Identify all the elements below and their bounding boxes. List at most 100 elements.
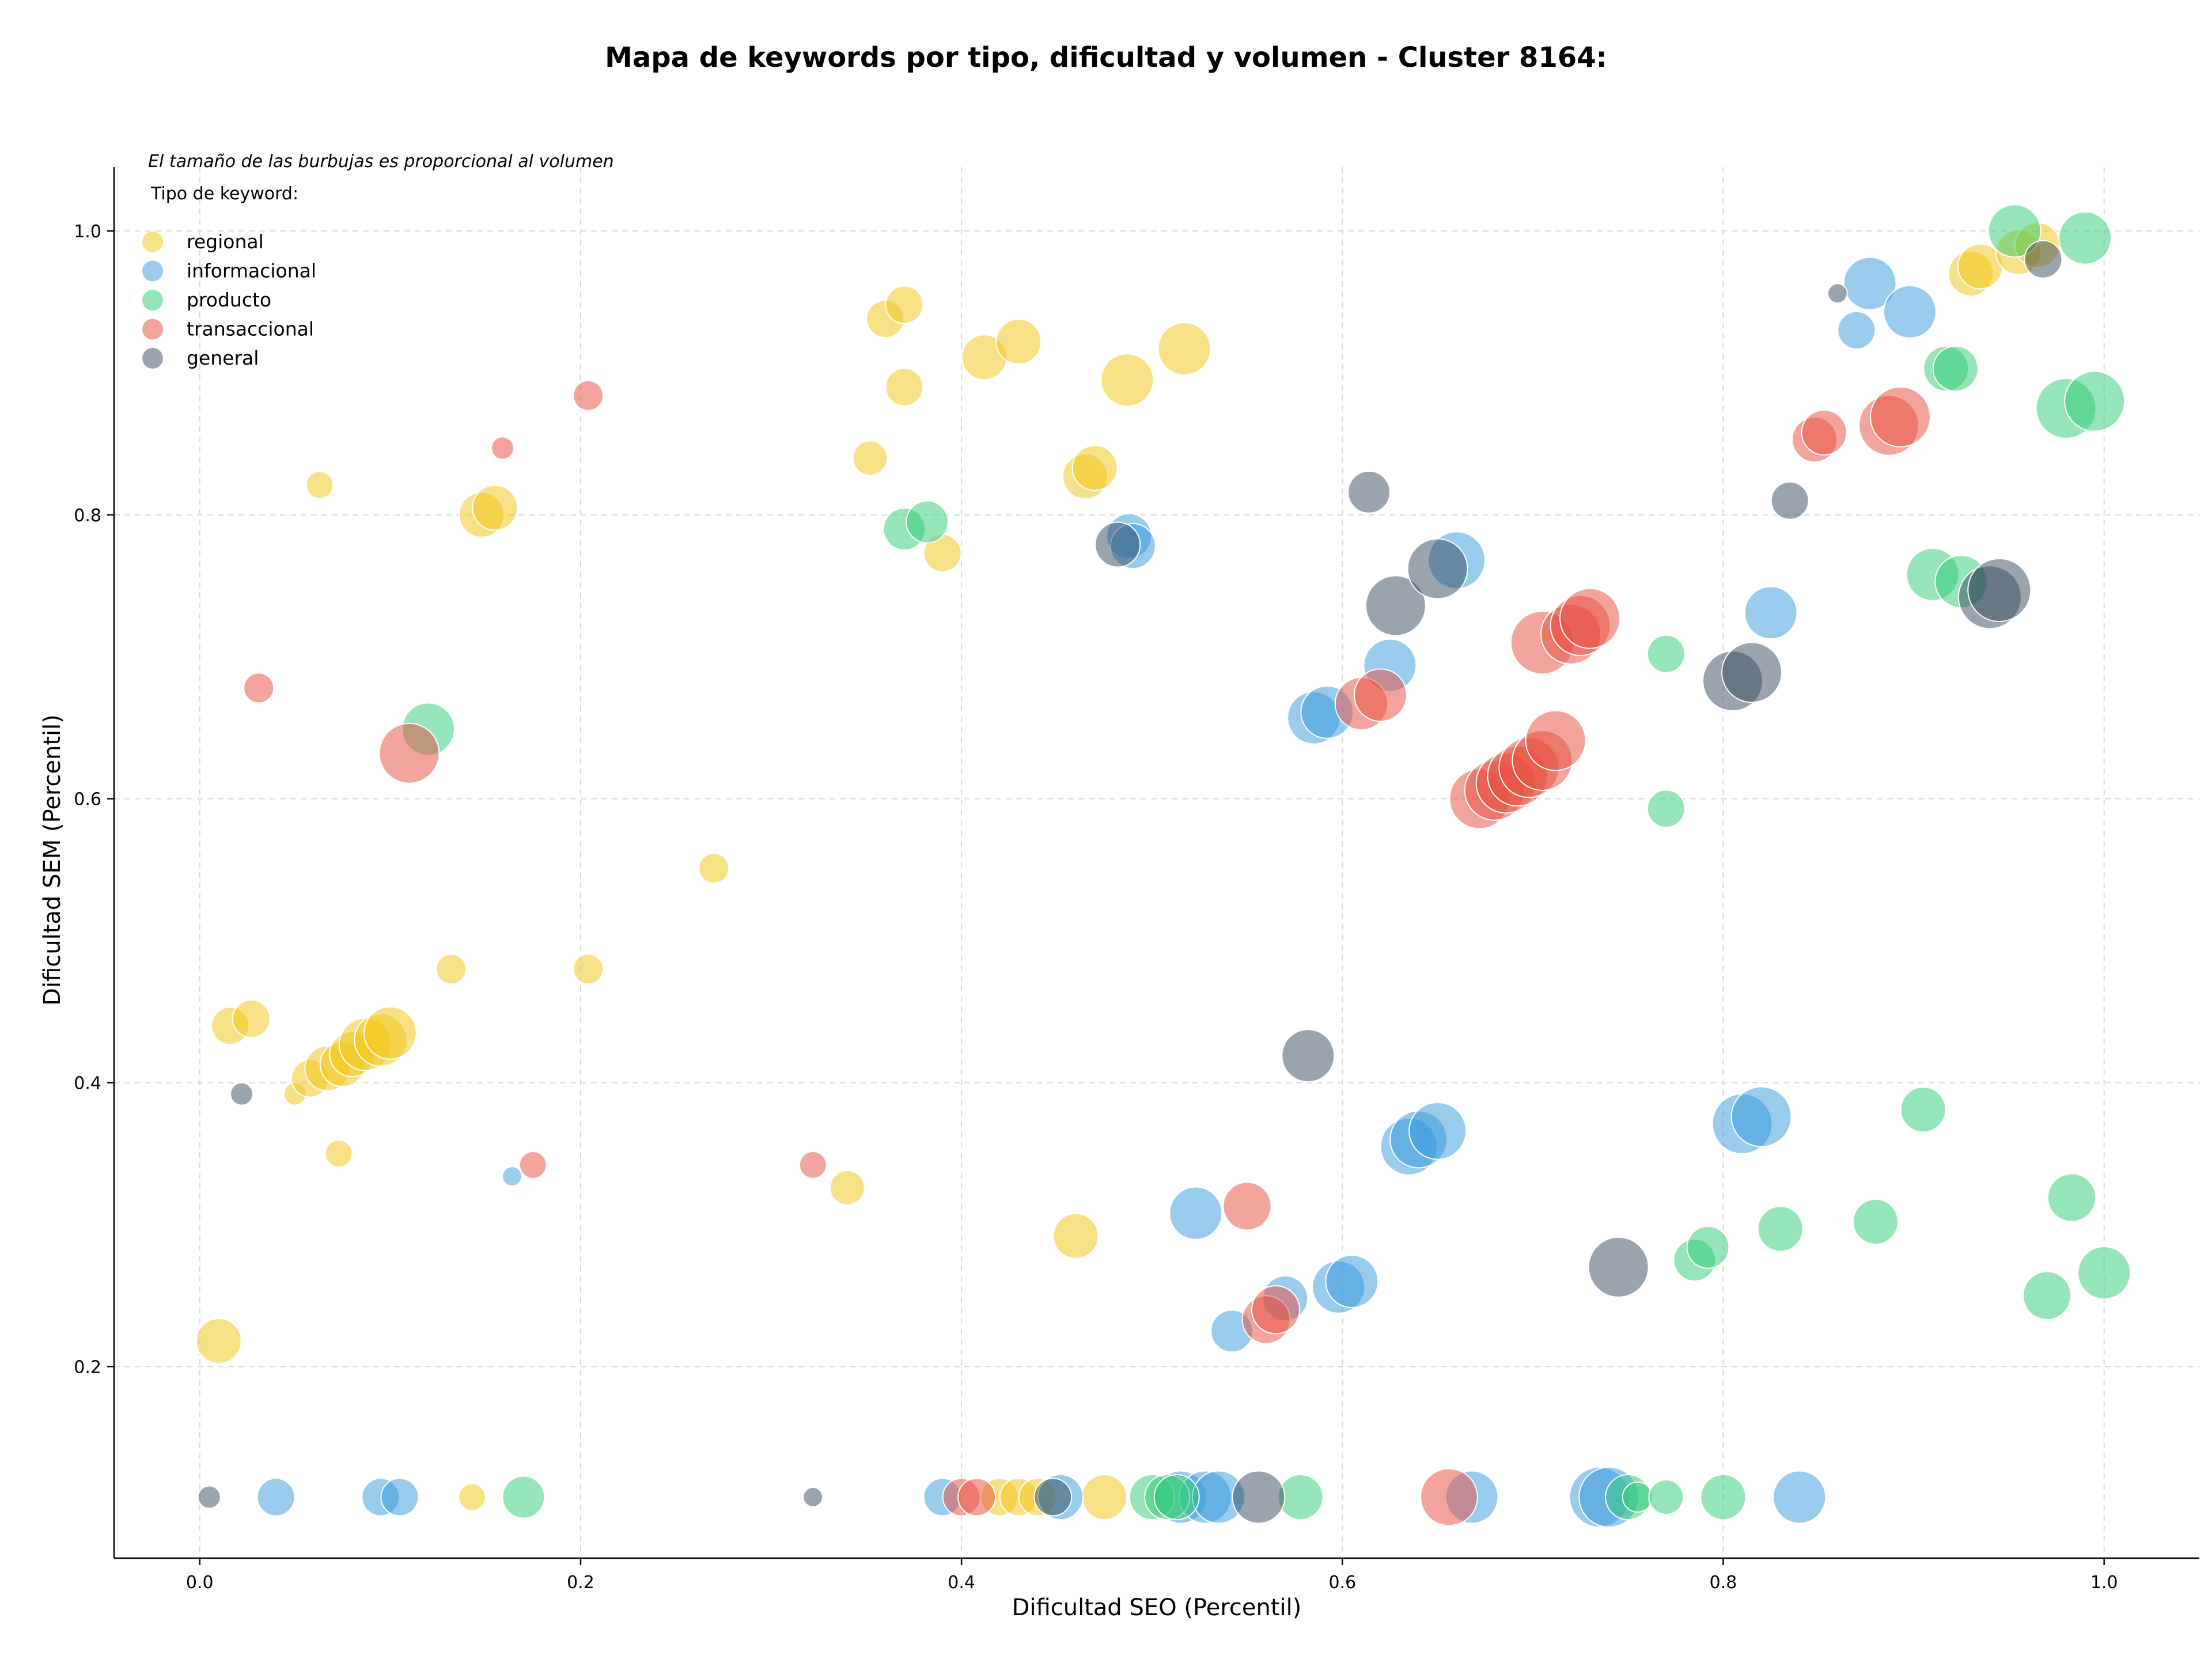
legend-marker-transaccional [142,319,163,340]
bubble-regional [195,1317,242,1364]
x-axis-label: Dificultad SEO (Percentil) [1012,1594,1302,1621]
bubble-transaccional [1353,668,1407,722]
bubble-transaccional [243,672,275,704]
bubble-general [1347,470,1391,514]
bubble-producto [1622,1482,1653,1513]
bubble-transaccional [573,380,604,411]
bubble-producto [1646,789,1685,828]
bubble-regional [363,1006,417,1060]
grid-lines [114,167,2199,1558]
bubble-general [1721,642,1783,703]
bubble-transaccional [490,436,514,460]
chart-title: Mapa de keywords por tipo, dificultad y … [605,41,1607,74]
bubble-general [1407,538,1468,600]
bubble-informacional [1883,285,1937,339]
bubble-general [1281,1029,1335,1083]
bubble-regional [472,484,518,531]
bubble-transaccional [957,1478,997,1517]
bubble-general [1033,1478,1073,1517]
bubble-informacional [256,1478,296,1517]
y-axis-label: Dificultad SEM (Percentil) [39,714,66,1006]
series-transaccional [243,380,1931,1526]
bubble-informacional [1744,586,1798,640]
legend-label-informacional: informacional [187,260,316,282]
bubble-transaccional [1869,386,1931,448]
bubble-general [802,1487,824,1507]
y-tick-label: 0.4 [74,1073,101,1093]
bubble-informacional [1772,1470,1827,1524]
bubble-regional [852,440,888,476]
bubble-regional [698,853,730,884]
bubble-transaccional [1559,588,1621,649]
series-regional [195,222,2061,1521]
bubble-producto [906,500,949,544]
axis-ticks: 0.0 0.2 0.4 0.6 0.8 1.0 0.2 0.4 0.6 0.8 1.0 [74,222,2118,1593]
legend-label-transaccional: transaccional [187,318,314,340]
bubble-regional [1052,1213,1099,1259]
legend-marker-general [142,348,163,369]
x-tick-label: 0.0 [186,1573,214,1593]
bubble-regional [1071,445,1118,491]
bubble-regional [1157,321,1211,376]
bubble-regional [232,999,271,1039]
bubble-regional [995,319,1042,365]
legend-items: regional informacional producto transaccion… [142,230,316,369]
y-tick-label: 0.6 [74,790,101,810]
bubble-general [1588,1236,1649,1298]
bubble-producto [1686,1225,1730,1269]
bubble-producto [1648,1479,1684,1515]
x-tick-label: 1.0 [2090,1573,2118,1593]
legend-title: Tipo de keyword: [150,184,298,204]
bubble-regional [324,1139,353,1168]
legend-marker-producto [142,290,163,310]
legend-label-regional: regional [187,230,264,253]
bubble-regional [458,1483,486,1512]
bubble-producto [1852,1198,1899,1245]
bubbles [195,204,2131,1528]
bubble-regional [305,471,334,499]
bubble-informacional [1169,1186,1223,1240]
bubble-producto [2064,370,2126,432]
bubble-informacional [1837,310,1876,350]
x-tick-label: 0.4 [948,1573,975,1593]
bubble-producto [1757,1206,1804,1252]
bubble-transaccional [1525,710,1586,771]
bubble-transaccional [1222,1181,1272,1231]
bubble-general [1365,575,1426,637]
bubble-general [197,1485,221,1509]
bubble-transaccional [518,1150,547,1179]
bubble-producto [1900,1086,1946,1133]
axes-spines [113,167,2199,1559]
bubble-informacional [1730,1086,1792,1147]
bubble-informacional [1408,1101,1467,1160]
bubble-informacional [1325,1254,1379,1308]
bubble-general [229,1082,253,1106]
x-tick-label: 0.6 [1328,1573,1356,1593]
bubble-general [1770,481,1809,520]
series-general [197,240,2063,1524]
bubble-regional [1100,353,1154,407]
bubble-general [1094,521,1141,568]
legend-marker-regional [142,232,163,252]
bubble-informacional [1843,256,1897,310]
bubble-regional [435,953,467,985]
bubble-producto [2077,1246,2131,1300]
bubble-transaccional [1251,1285,1301,1335]
bubble-informacional [502,1166,522,1187]
bubble-producto [2058,211,2112,265]
bubble-transaccional [1801,409,1847,456]
bubble-producto [1932,345,1979,392]
bubble-producto [2022,1271,2072,1320]
bubble-regional [829,1169,865,1206]
bubble-regional [1081,1474,1128,1521]
bubble-producto [1700,1474,1747,1521]
bubble-general [1232,1470,1286,1524]
bubble-general [1827,283,1848,304]
y-tick-label: 0.2 [74,1357,101,1377]
legend-marker-informacional [142,260,163,282]
bubble-producto [502,1475,546,1519]
y-tick-label: 0.8 [74,506,101,526]
legend: Tipo de keyword: regional informacional pr… [142,184,316,369]
